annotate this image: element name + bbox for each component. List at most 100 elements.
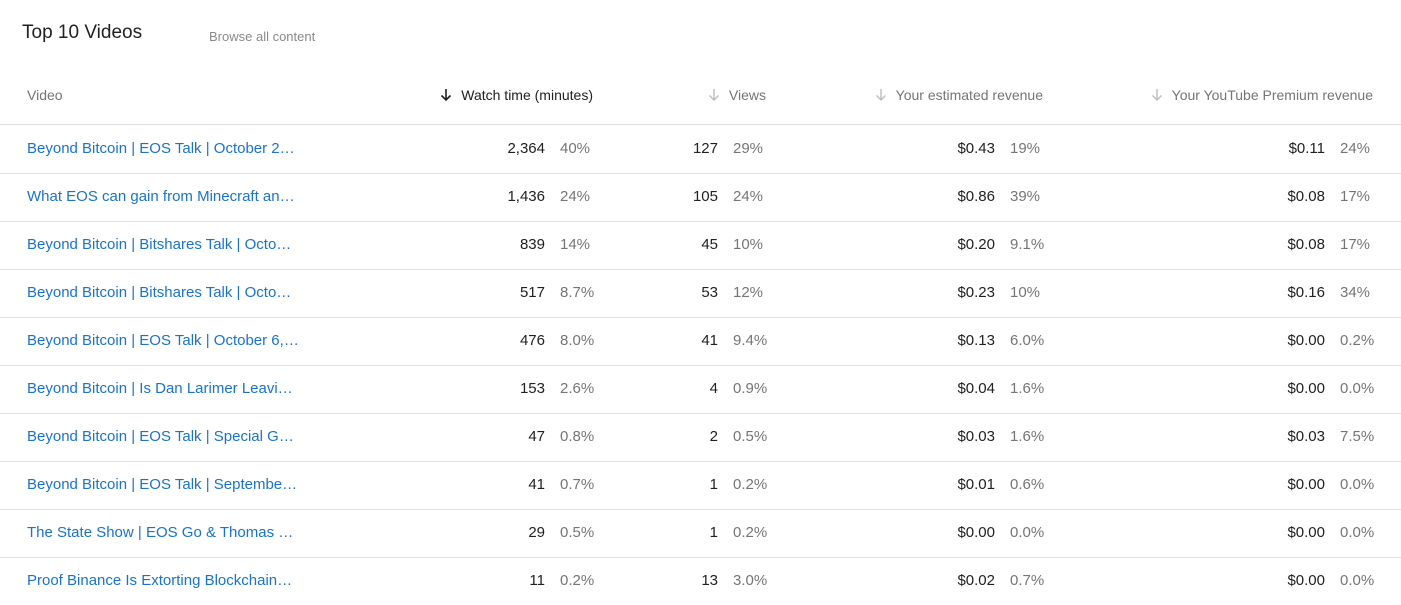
views-value: 105	[692, 188, 718, 205]
premium-revenue-value: $0.03	[1287, 428, 1325, 445]
views-value: 127	[692, 140, 718, 157]
estimated-revenue-value: $0.00	[957, 524, 995, 541]
premium-revenue-value: $0.08	[1287, 188, 1325, 205]
views-percent: 0.9%	[733, 380, 768, 397]
estimated-revenue-value: $0.23	[957, 284, 995, 301]
watch-time-value: 2,364	[507, 140, 545, 157]
sort-arrow-down-icon	[875, 89, 886, 101]
browse-all-content-link[interactable]: Browse all content	[209, 29, 316, 44]
table-row: Beyond Bitcoin | EOS Talk | Special Gu… 4…	[0, 413, 1401, 462]
premium-revenue-value: $0.00	[1287, 380, 1325, 397]
views-percent: 3.0%	[733, 572, 768, 589]
video-title-link[interactable]: Beyond Bitcoin | Bitshares Talk | Octo…	[27, 236, 292, 253]
estimated-revenue-percent: 1.6%	[1010, 428, 1045, 445]
column-header-watch-time[interactable]: Watch time (minutes)	[439, 85, 593, 105]
video-title-link[interactable]: Beyond Bitcoin | Bitshares Talk | Octo…	[27, 284, 292, 301]
premium-revenue-percent: 17%	[1340, 236, 1371, 253]
estimated-revenue-value: $0.03	[957, 428, 995, 445]
video-title-link[interactable]: Beyond Bitcoin | EOS Talk | October 6, …	[27, 332, 302, 349]
column-header-views-label: Views	[728, 87, 766, 103]
views-value: 1	[709, 476, 718, 493]
estimated-revenue-value: $0.02	[957, 572, 995, 589]
premium-revenue-value: $0.00	[1287, 572, 1325, 589]
watch-time-value: 11	[529, 572, 545, 589]
estimated-revenue-value: $0.01	[957, 476, 995, 493]
views-percent: 10%	[733, 236, 764, 253]
estimated-revenue-percent: 0.7%	[1010, 572, 1045, 589]
video-title-link[interactable]: Beyond Bitcoin | EOS Talk | Septembe…	[27, 476, 298, 493]
watch-time-percent: 14%	[560, 236, 591, 253]
premium-revenue-value: $0.00	[1287, 332, 1325, 349]
video-title-link[interactable]: Beyond Bitcoin | EOS Talk | October 2…	[27, 140, 295, 157]
table-row: Beyond Bitcoin | Bitshares Talk | Octo… 5…	[0, 269, 1401, 318]
watch-time-percent: 8.0%	[560, 332, 595, 349]
table-row: Beyond Bitcoin | EOS Talk | October 2… 2,…	[0, 125, 1401, 174]
table-row: Beyond Bitcoin | Is Dan Larimer Leavi… 15…	[0, 365, 1401, 414]
estimated-revenue-value: $0.20	[957, 236, 995, 253]
watch-time-value: 476	[519, 332, 545, 349]
watch-time-value: 839	[519, 236, 545, 253]
table-row: What EOS can gain from Minecraft an… 1,43…	[0, 173, 1401, 222]
views-percent: 0.2%	[733, 524, 768, 541]
premium-revenue-percent: 7.5%	[1340, 428, 1375, 445]
watch-time-percent: 8.7%	[560, 284, 595, 301]
column-header-video[interactable]: Video	[27, 85, 63, 105]
table-row: Proof Binance Is Extorting Blockchain… 11…	[0, 557, 1401, 605]
column-header-views[interactable]: Views	[707, 85, 766, 105]
column-header-estimated-revenue-label: Your estimated revenue	[895, 87, 1043, 103]
column-header-premium-revenue-label: Your YouTube Premium revenue	[1171, 87, 1373, 103]
estimated-revenue-percent: 10%	[1010, 284, 1041, 301]
premium-revenue-percent: 0.0%	[1340, 572, 1375, 589]
watch-time-value: 1,436	[507, 188, 545, 205]
estimated-revenue-value: $0.86	[957, 188, 995, 205]
column-header-watch-time-label: Watch time (minutes)	[461, 87, 593, 103]
table-row: Beyond Bitcoin | Bitshares Talk | Octo… 8…	[0, 221, 1401, 270]
views-percent: 0.5%	[733, 428, 768, 445]
sort-arrow-down-icon	[708, 89, 719, 101]
watch-time-value: 29	[528, 524, 545, 541]
column-header-premium-revenue[interactable]: Your YouTube Premium revenue	[1150, 85, 1373, 105]
views-percent: 9.4%	[733, 332, 768, 349]
watch-time-percent: 0.5%	[560, 524, 595, 541]
premium-revenue-percent: 0.2%	[1340, 332, 1375, 349]
watch-time-percent: 0.2%	[560, 572, 595, 589]
table-row: Beyond Bitcoin | EOS Talk | Septembe… 41 0…	[0, 461, 1401, 510]
watch-time-percent: 0.8%	[560, 428, 595, 445]
premium-revenue-percent: 0.0%	[1340, 476, 1375, 493]
estimated-revenue-percent: 6.0%	[1010, 332, 1045, 349]
table-row: Beyond Bitcoin | EOS Talk | October 6, ……	[0, 317, 1401, 366]
watch-time-value: 41	[528, 476, 545, 493]
sort-arrow-down-icon	[441, 89, 452, 102]
premium-revenue-percent: 17%	[1340, 188, 1371, 205]
estimated-revenue-percent: 1.6%	[1010, 380, 1045, 397]
video-title-link[interactable]: Beyond Bitcoin | Is Dan Larimer Leavi…	[27, 380, 293, 397]
views-percent: 24%	[733, 188, 764, 205]
views-value: 41	[701, 332, 718, 349]
premium-revenue-value: $0.00	[1287, 476, 1325, 493]
views-percent: 12%	[733, 284, 764, 301]
views-value: 13	[701, 572, 718, 589]
estimated-revenue-percent: 19%	[1010, 140, 1041, 157]
views-value: 45	[701, 236, 718, 253]
watch-time-percent: 0.7%	[560, 476, 595, 493]
video-title-link[interactable]: Beyond Bitcoin | EOS Talk | Special Gu…	[27, 428, 302, 445]
views-value: 4	[709, 380, 718, 397]
column-header-video-label: Video	[27, 87, 63, 103]
estimated-revenue-value: $0.04	[957, 380, 995, 397]
premium-revenue-percent: 0.0%	[1340, 380, 1375, 397]
views-percent: 0.2%	[733, 476, 768, 493]
premium-revenue-value: $0.16	[1287, 284, 1325, 301]
header-divider	[0, 124, 1401, 125]
estimated-revenue-percent: 0.6%	[1010, 476, 1045, 493]
estimated-revenue-percent: 39%	[1010, 188, 1041, 205]
video-title-link[interactable]: What EOS can gain from Minecraft an…	[27, 188, 295, 205]
estimated-revenue-value: $0.43	[957, 140, 995, 157]
video-title-link[interactable]: Proof Binance Is Extorting Blockchain…	[27, 572, 293, 589]
column-header-estimated-revenue[interactable]: Your estimated revenue	[874, 85, 1043, 105]
watch-time-value: 47	[528, 428, 545, 445]
views-percent: 29%	[733, 140, 764, 157]
watch-time-value: 153	[519, 380, 545, 397]
premium-revenue-value: $0.11	[1288, 140, 1325, 157]
video-title-link[interactable]: The State Show | EOS Go & Thomas C…	[27, 524, 302, 541]
premium-revenue-percent: 24%	[1340, 140, 1371, 157]
